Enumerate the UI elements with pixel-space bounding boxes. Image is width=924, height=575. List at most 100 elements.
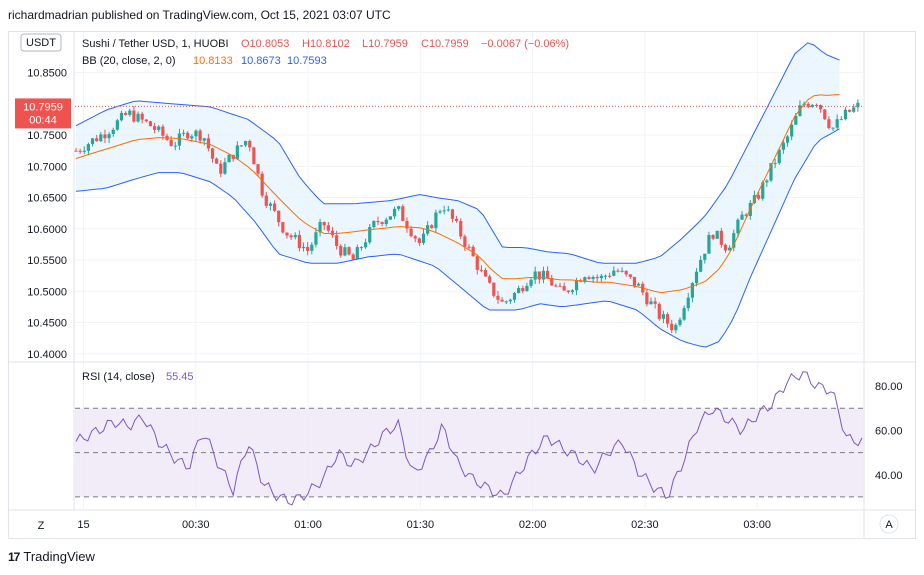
candle-body	[202, 138, 206, 141]
candle-body	[219, 163, 223, 174]
time-tick-label: 01:00	[294, 519, 322, 531]
candle-body	[306, 246, 310, 251]
candle-body	[198, 130, 202, 141]
candle-body	[810, 104, 814, 107]
candle-body	[409, 228, 413, 237]
candle-body	[82, 150, 86, 152]
candle-body	[463, 236, 467, 247]
candle-body	[562, 286, 566, 291]
candle-body	[264, 195, 268, 206]
candle-body	[384, 219, 388, 225]
candle-body	[645, 292, 649, 305]
bollinger-basis-line	[75, 94, 840, 294]
candle-body	[438, 211, 442, 213]
candle-body	[359, 247, 364, 249]
candle-body	[115, 120, 119, 130]
candle-body	[479, 269, 484, 271]
candle-body	[533, 271, 537, 280]
candle-body	[335, 235, 339, 246]
footer: 17 TradingView	[8, 549, 95, 564]
candle-body	[496, 295, 500, 300]
candle-body	[119, 112, 124, 121]
legend-low: L10.7959	[362, 38, 408, 50]
candle-body	[74, 150, 78, 152]
candle-body	[153, 126, 157, 130]
time-tick-label: 00:30	[182, 519, 210, 531]
candle-body	[637, 283, 641, 286]
time-tick-label: 15	[77, 519, 89, 531]
candle-body	[707, 235, 711, 254]
candle-body	[690, 283, 694, 298]
candle-body	[330, 230, 335, 236]
time-tick-label: 02:00	[519, 519, 547, 531]
rsi-tick-label: 40.00	[875, 470, 903, 482]
candle-body	[103, 134, 107, 139]
rsi-line	[75, 371, 863, 506]
candle-body	[492, 282, 496, 296]
candle-body	[620, 270, 624, 272]
candle-body	[161, 126, 165, 136]
candle-body	[446, 209, 450, 211]
candle-body	[272, 203, 277, 211]
candle-body	[591, 276, 595, 280]
candle-body	[318, 221, 322, 233]
candle-body	[603, 275, 608, 277]
candle-body	[322, 221, 326, 226]
candle-body	[376, 221, 380, 223]
candle-body	[665, 314, 670, 324]
candle-body	[326, 225, 330, 231]
candle-body	[397, 206, 401, 209]
footer-brand[interactable]: TradingView	[23, 549, 95, 564]
candle-body	[256, 164, 260, 174]
candle-body	[843, 109, 848, 120]
candle-body	[310, 244, 314, 251]
rsi-pane	[75, 371, 864, 506]
candle-body	[459, 221, 463, 237]
price-tick-label: 10.4000	[27, 349, 67, 361]
legend-close: C10.7959	[421, 38, 469, 50]
candle-body	[728, 247, 732, 251]
candle-body	[546, 270, 550, 278]
legend-open: O10.8053	[241, 38, 289, 50]
candle-body	[177, 133, 182, 146]
candle-body	[281, 222, 285, 233]
legend-high: H10.8102	[302, 38, 350, 50]
currency-badge[interactable]	[20, 33, 62, 52]
candle-body	[475, 256, 479, 270]
candle-body	[471, 246, 475, 257]
candle-body	[847, 109, 852, 112]
candle-body	[78, 150, 82, 152]
candle-body	[558, 285, 562, 287]
candles-layer	[74, 99, 860, 334]
candle-body	[363, 242, 368, 248]
candle-body	[587, 277, 591, 280]
candle-body	[814, 104, 819, 106]
candle-body	[806, 103, 810, 107]
candle-body	[339, 245, 343, 256]
zoom-button[interactable]: Z	[38, 520, 45, 532]
candle-body	[268, 203, 273, 206]
candle-body	[504, 301, 508, 303]
candle-body	[686, 297, 690, 309]
auto-scale-ring[interactable]	[879, 514, 899, 534]
bb-upper-value: 10.8673	[241, 55, 281, 67]
legend-symbol: Sushi / Tether USD, 1, HUOBI	[82, 38, 229, 50]
candle-body	[674, 324, 678, 331]
candle-body	[297, 234, 301, 249]
candle-body	[632, 276, 637, 286]
candle-body	[612, 270, 616, 276]
candle-body	[343, 247, 347, 256]
candle-body	[608, 275, 612, 277]
candle-body	[574, 280, 579, 291]
candle-body	[86, 144, 91, 151]
candle-body	[570, 290, 575, 293]
candle-body	[372, 221, 376, 227]
candle-body	[678, 319, 682, 325]
candle-body	[694, 271, 699, 284]
candle-body	[599, 275, 603, 279]
auto-scale-button[interactable]: A	[885, 519, 893, 531]
candle-body	[781, 142, 785, 150]
chart-frame[interactable]: 10.8500 10.7500 10.7000 10.6500 10.6000 10.55…	[8, 31, 916, 539]
tradingview-logo-icon[interactable]: 17	[8, 549, 20, 564]
axis-layer: 10.8500 10.7500 10.7000 10.6500 10.6000 10.55…	[27, 68, 902, 531]
